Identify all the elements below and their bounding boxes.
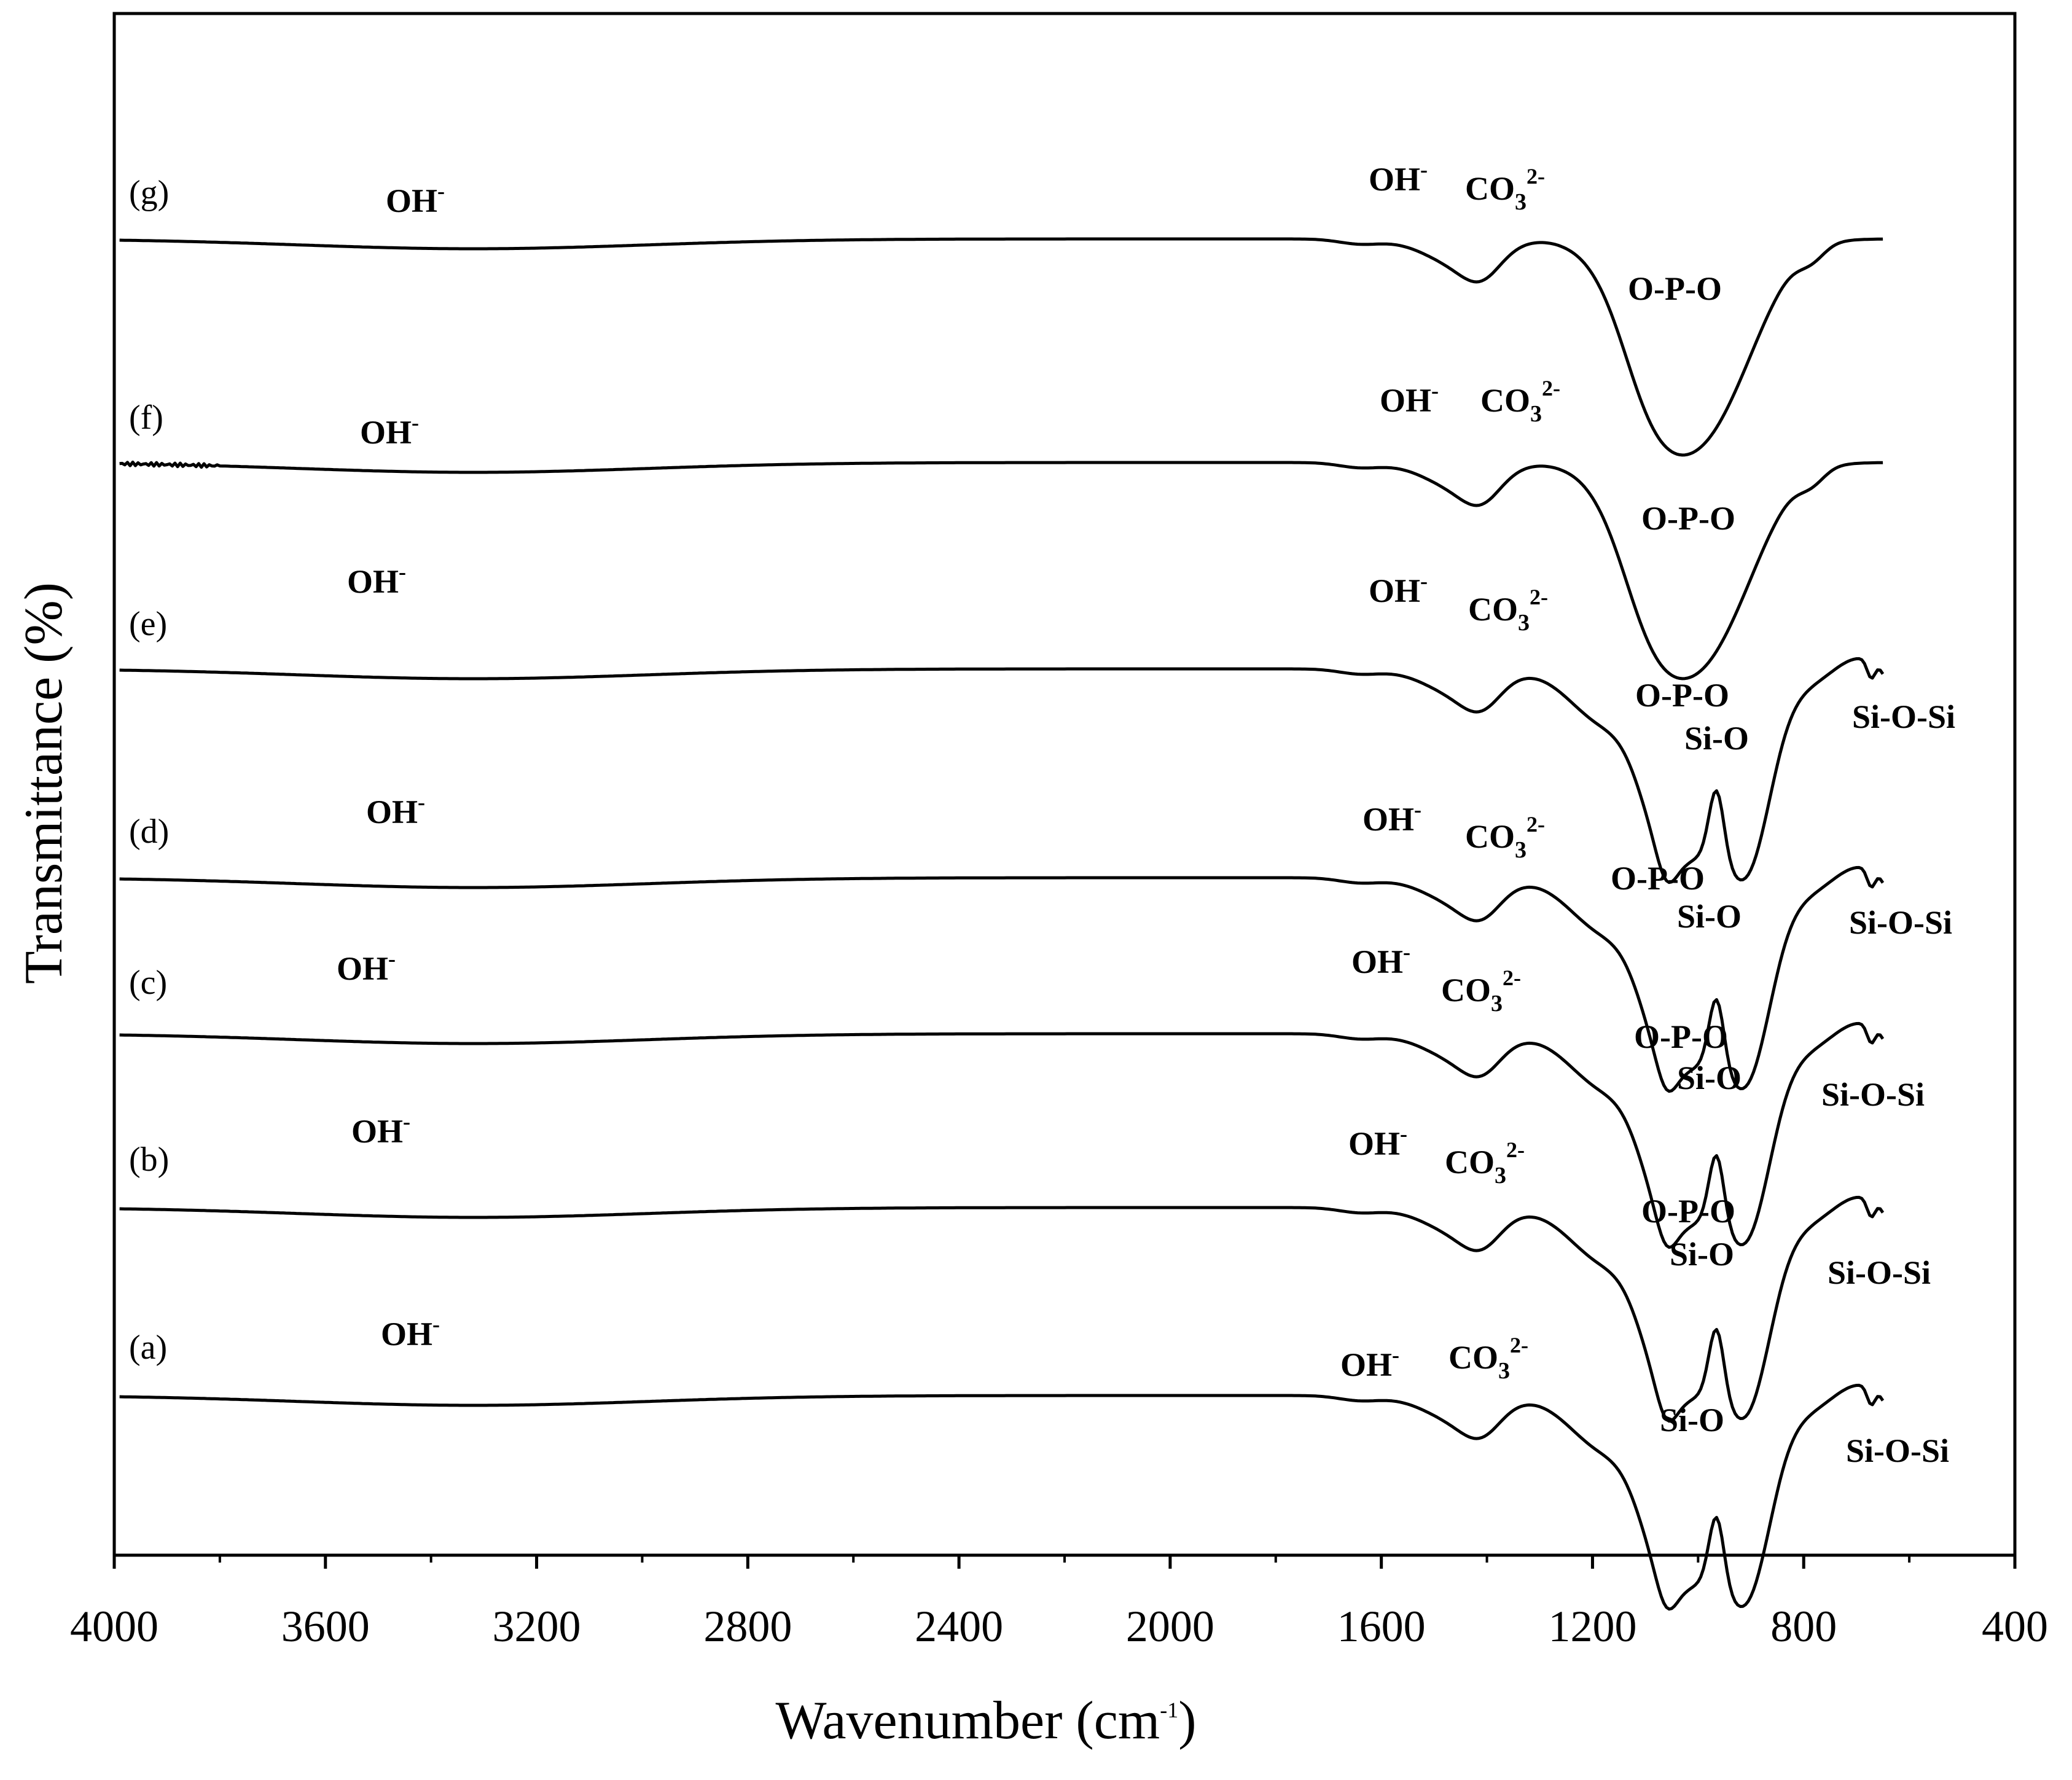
opo-label-b: O-P-O (1641, 1193, 1735, 1230)
siosi-label-a: Si-O-Si (1846, 1432, 1949, 1469)
x-axis-ticks: 4000 3600 3200 2800 2400 2000 1600 1200 800 400 (70, 1555, 2048, 1651)
co3-label-c: CO32- (1441, 966, 1521, 1017)
oh-high-label-f: OH- (360, 410, 419, 451)
x-tick-label-2800: 2800 (703, 1602, 792, 1651)
oh-low-label-d: OH- (1362, 797, 1421, 838)
siosi-label-e: Si-O-Si (1852, 698, 1955, 735)
x-tick-label-1600: 1600 (1337, 1602, 1426, 1651)
co3-label-b: CO32- (1445, 1138, 1525, 1189)
sio-label-c: Si-O (1677, 1060, 1742, 1096)
oh-low-label-f: OH- (1380, 378, 1439, 419)
curve-label-g: (g) (129, 174, 169, 212)
x-tick-label-3600: 3600 (281, 1602, 370, 1651)
y-axis-title: Transmittance (%) (14, 582, 74, 984)
oh-low-label-c: OH- (1351, 940, 1410, 980)
oh-high-label-c: OH- (337, 947, 396, 987)
curve-label-a: (a) (129, 1329, 167, 1367)
opo-label-e: O-P-O (1635, 677, 1729, 714)
sio-label-b: Si-O (1670, 1236, 1734, 1273)
oh-low-label-g: OH- (1369, 157, 1428, 198)
oh-low-label-e: OH- (1369, 569, 1428, 609)
oh-high-label-g: OH- (386, 179, 445, 219)
oh-low-label-b: OH- (1348, 1122, 1407, 1162)
sio-label-a: Si-O (1660, 1402, 1724, 1438)
siosi-label-d: Si-O-Si (1849, 904, 1952, 941)
sio-label-e: Si-O (1684, 720, 1749, 757)
oh-low-label-a: OH- (1340, 1343, 1399, 1383)
spectra-curves (119, 237, 1885, 1611)
opo-label-c: O-P-O (1634, 1018, 1728, 1055)
spectrum-line-f (119, 460, 1883, 681)
co3-label-d: CO32- (1465, 812, 1545, 863)
sio-label-d: Si-O (1677, 898, 1742, 935)
oh-high-label-a: OH- (381, 1312, 440, 1353)
spectrum-line-e (119, 657, 1885, 884)
curve-label-f: (f) (129, 399, 163, 437)
x-tick-label-2400: 2400 (915, 1602, 1003, 1651)
opo-label-d: O-P-O (1611, 860, 1705, 897)
co3-label-g: CO32- (1465, 164, 1545, 215)
oh-high-label-d: OH- (366, 790, 425, 830)
x-axis-title: Wavenumber (cm-1) (775, 1691, 1196, 1751)
co3-label-e: CO32- (1468, 585, 1548, 636)
siosi-label-b: Si-O-Si (1828, 1254, 1931, 1291)
x-tick-label-800: 800 (1770, 1602, 1837, 1651)
x-tick-label-3200: 3200 (493, 1602, 581, 1651)
curve-label-e: (e) (129, 605, 167, 643)
curve-label-c: (c) (129, 964, 167, 1002)
oh-high-label-b: OH- (351, 1109, 410, 1150)
spectrum-line-g (119, 237, 1883, 457)
band-labels: (a) OH- OH- CO32- (b) OH- OH- CO32- (c) OH- OH- CO3… (129, 157, 1955, 1469)
spectrum-line-b (119, 1195, 1885, 1423)
co3-label-f: CO32- (1480, 376, 1560, 427)
spectrum-line-a (119, 1383, 1885, 1611)
siosi-label-c: Si-O-Si (1821, 1076, 1925, 1113)
x-tick-label-400: 400 (1982, 1602, 2048, 1651)
opo-label-g: O-P-O (1628, 270, 1722, 307)
opo-label-f: O-P-O (1641, 500, 1735, 537)
x-tick-label-2000: 2000 (1126, 1602, 1214, 1651)
curve-label-b: (b) (129, 1141, 169, 1179)
curve-label-d: (d) (129, 813, 169, 851)
spectrum-line-c (119, 1021, 1885, 1249)
x-tick-label-4000: 4000 (70, 1602, 158, 1651)
spectrum-line-d (119, 865, 1885, 1093)
oh-high-label-e: OH- (347, 560, 406, 600)
x-tick-label-1200: 1200 (1548, 1602, 1636, 1651)
co3-label-a: CO32- (1448, 1333, 1528, 1384)
